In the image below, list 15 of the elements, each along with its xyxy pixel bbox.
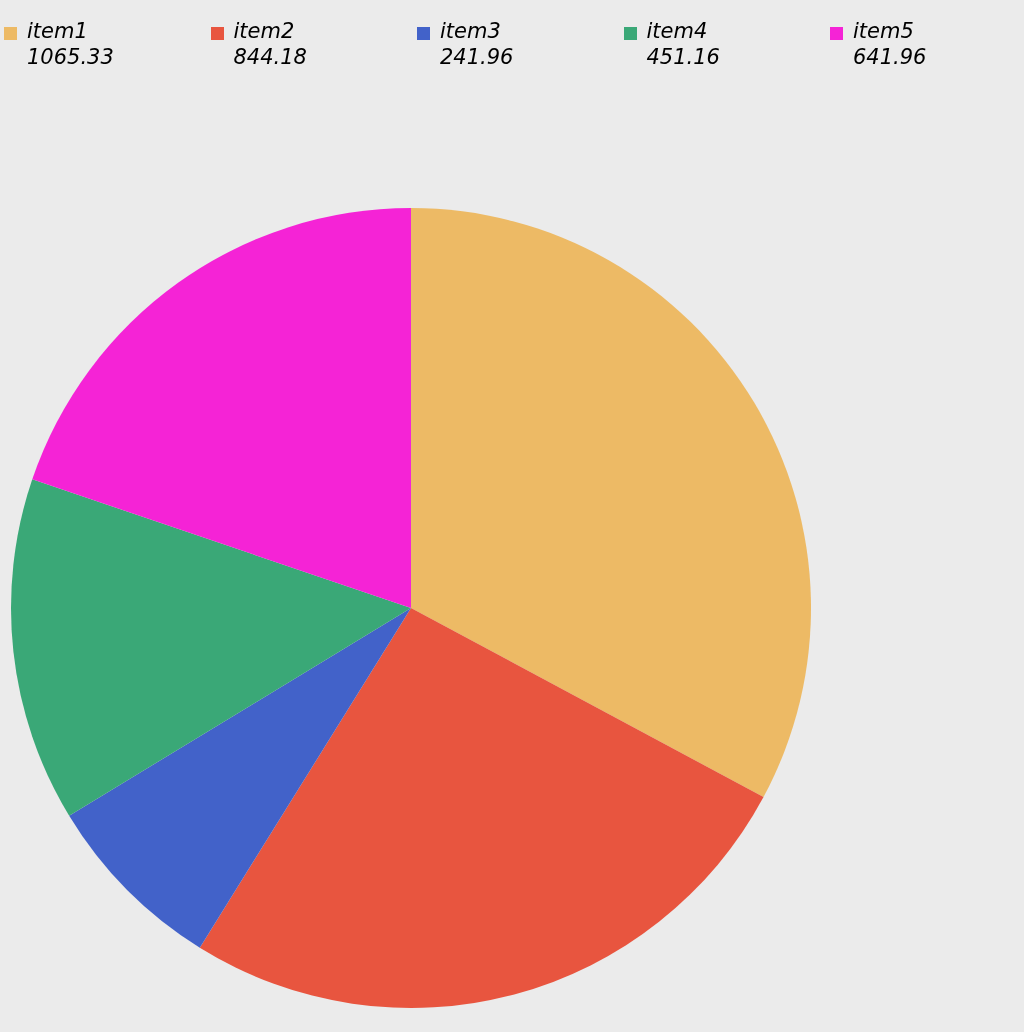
data-label: 844.18 bbox=[233, 44, 307, 70]
legend-label: item1 bbox=[27, 18, 89, 44]
pie-slice bbox=[199, 608, 764, 1008]
legend-label: item2 bbox=[233, 18, 296, 44]
legend-label: item3 bbox=[440, 18, 502, 44]
pie-slice bbox=[69, 608, 411, 948]
legend-label: item5 bbox=[853, 18, 915, 44]
pie-slice bbox=[11, 479, 411, 816]
data-label: 451.16 bbox=[646, 44, 720, 70]
data-label: 641.96 bbox=[853, 44, 927, 70]
legend-label: item4 bbox=[646, 18, 709, 44]
pie-slice bbox=[32, 208, 411, 608]
data-label: 241.96 bbox=[440, 44, 514, 70]
pie-slice bbox=[411, 208, 811, 798]
data-label: 1065.33 bbox=[27, 44, 114, 70]
